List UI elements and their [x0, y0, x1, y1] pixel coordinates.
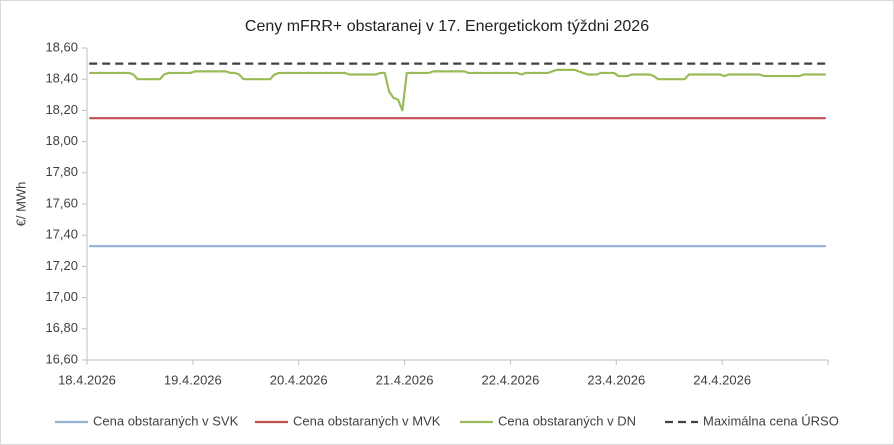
x-tick-label: 24.4.2026 [693, 372, 751, 387]
x-tick-label: 21.4.2026 [376, 372, 434, 387]
legend-label: Cena obstaraných v DN [498, 413, 636, 428]
y-tick-label: 16,80 [45, 320, 78, 335]
y-tick-label: 17,40 [45, 227, 78, 242]
x-tick-label: 19.4.2026 [164, 372, 222, 387]
x-tick-label: 23.4.2026 [587, 372, 645, 387]
y-tick-label: 18,60 [45, 39, 78, 54]
y-tick-label: 17,60 [45, 195, 78, 210]
y-tick-label: 18,20 [45, 102, 78, 117]
x-tick-label: 22.4.2026 [482, 372, 540, 387]
y-tick-label: 17,20 [45, 258, 78, 273]
legend-label: Cena obstaraných v SVK [93, 413, 239, 428]
legend-label: Cena obstaraných v MVK [293, 413, 441, 428]
chart-title: Ceny mFRR+ obstaranej v 17. Energetickom… [245, 18, 649, 35]
y-tick-label: 17,80 [45, 164, 78, 179]
series-line [89, 68, 826, 112]
y-tick-label: 16,60 [45, 351, 78, 366]
y-tick-label: 18,00 [45, 133, 78, 148]
x-tick-label: 18.4.2026 [58, 372, 116, 387]
x-tick-label: 20.4.2026 [270, 372, 328, 387]
y-axis-label: €/ MWh [13, 182, 28, 227]
y-tick-label: 17,00 [45, 289, 78, 304]
legend-label: Maximálna cena ÚRSO [703, 413, 839, 428]
y-tick-label: 18,40 [45, 71, 78, 86]
